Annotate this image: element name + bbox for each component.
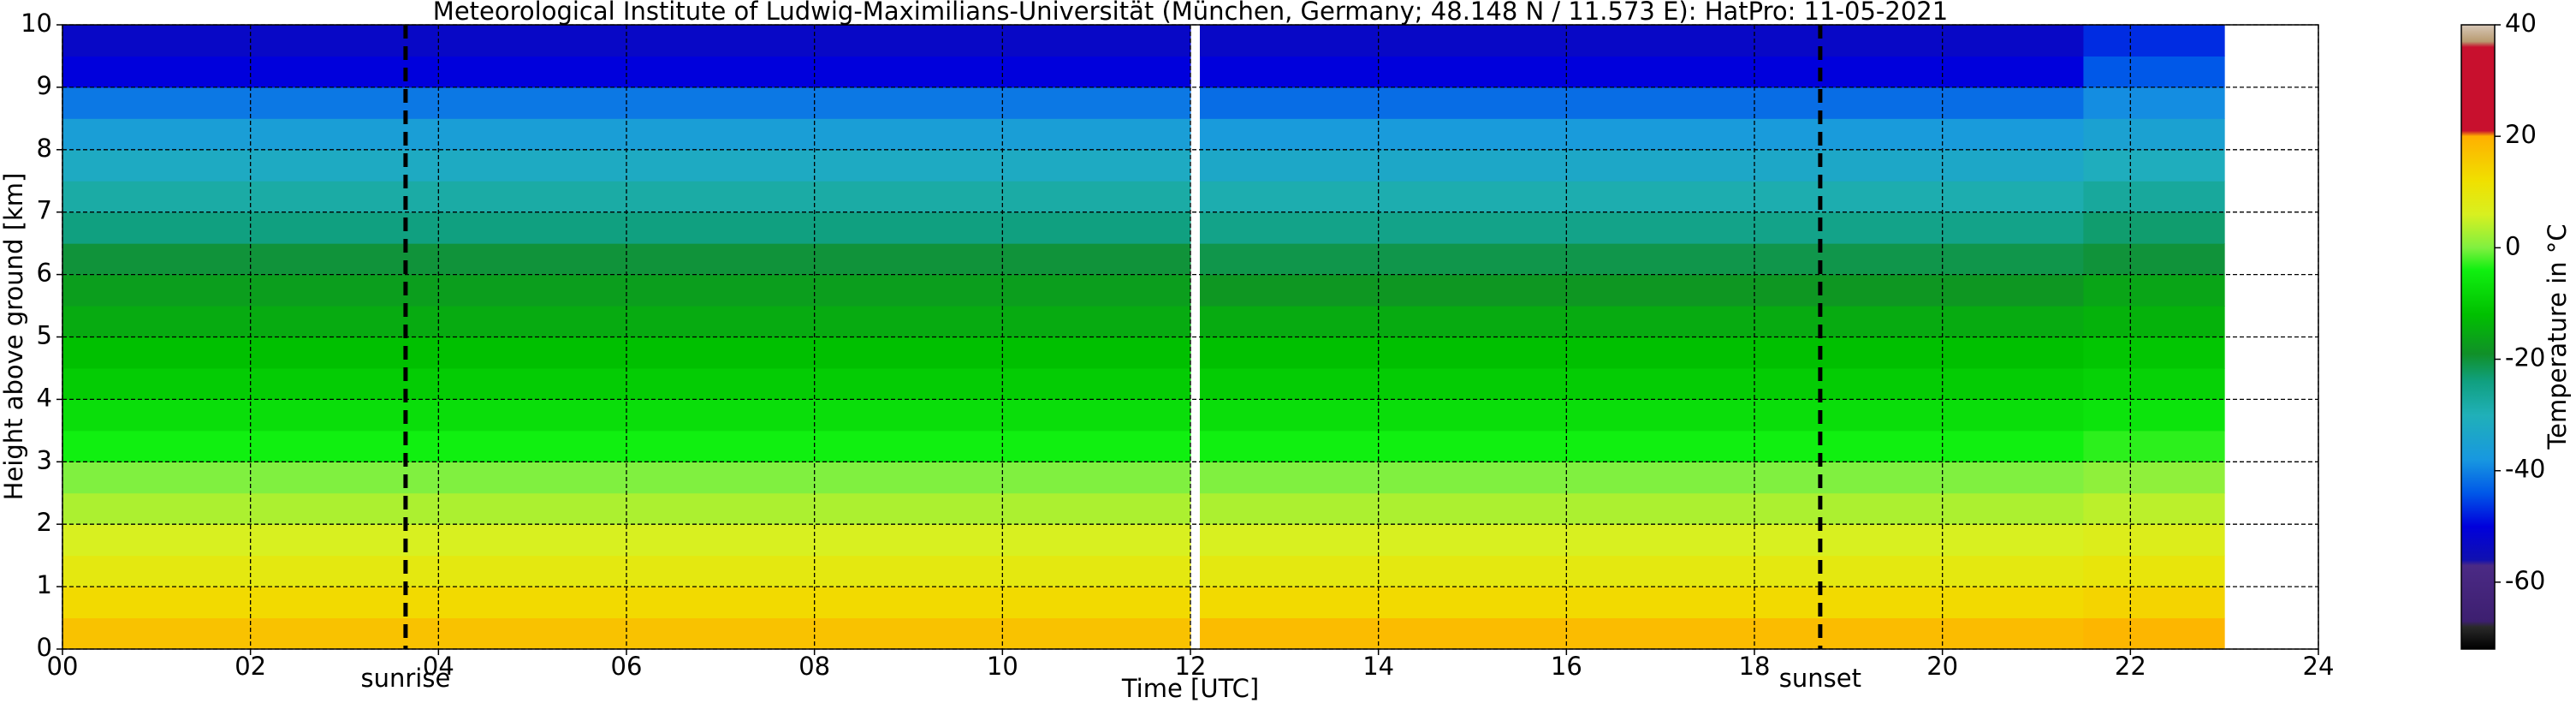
plot-frame [62, 24, 2319, 650]
chart-title: Meteorological Institute of Ludwig-Maxim… [433, 0, 1948, 26]
heatmap-cell [2083, 306, 2225, 337]
heatmap-cell [2083, 212, 2225, 244]
x-tick-label: 22 [2115, 652, 2146, 681]
heatmap-cell [1199, 555, 2084, 587]
heatmap-cell [2083, 181, 2225, 213]
y-tick-label: 5 [37, 321, 52, 350]
heatmap-cell [1199, 86, 2084, 119]
colorbar-tick-label: 0 [2505, 231, 2520, 260]
heatmap-cell [1199, 617, 2084, 650]
x-tick-label: 24 [2303, 652, 2335, 681]
heatmap-cell [2083, 555, 2225, 587]
heatmap-cell [1199, 430, 2084, 462]
x-tick-label: 06 [611, 652, 643, 681]
heatmap-cell [1199, 337, 2084, 369]
y-tick-label: 9 [37, 71, 52, 100]
y-tick-label: 8 [37, 134, 52, 163]
heatmap-cell [2083, 462, 2225, 494]
colorbar [2460, 24, 2496, 650]
colorbar-label: Temperature in °C [2543, 223, 2572, 450]
x-tick-label: 02 [234, 652, 266, 681]
heatmap-cell [1199, 492, 2084, 525]
heatmap-cell [1199, 524, 2084, 557]
colorbar-tick-label: -40 [2505, 455, 2545, 484]
heatmap-cell [1199, 243, 2084, 276]
colorbar-tick-label: 20 [2505, 120, 2537, 149]
y-tick-label: 10 [21, 9, 52, 38]
heatmap-cell [2083, 617, 2225, 650]
heatmap-cell [2083, 149, 2225, 182]
x-tick-label: 14 [1362, 652, 1394, 681]
heatmap-cell [2083, 118, 2225, 151]
heatmap-cell [2083, 56, 2225, 88]
x-tick-label: 08 [798, 652, 830, 681]
annotation-label: sunset [1779, 664, 1861, 693]
x-tick-label: 20 [1926, 652, 1958, 681]
heatmap-cell [2083, 524, 2225, 557]
x-tick-label: 04 [423, 652, 454, 681]
colorbar-tick-label: -20 [2505, 343, 2545, 372]
heatmap-cell [1199, 462, 2084, 494]
heatmap-cell [1199, 587, 2084, 619]
heatmap-cell [1199, 274, 2084, 307]
heatmap-cell [1199, 118, 2084, 151]
heatmap-cell [1199, 212, 2084, 244]
y-tick-label: 0 [37, 633, 52, 662]
heatmap-cell [2083, 492, 2225, 525]
heatmap-cell [1199, 367, 2084, 400]
colorbar-tick-label: 40 [2505, 9, 2537, 38]
x-tick-label: 10 [987, 652, 1018, 681]
heatmap-cell [1199, 181, 2084, 213]
heatmap-cell [1199, 56, 2084, 88]
heatmap-cell [2083, 25, 2225, 57]
heatmap-cell [2083, 243, 2225, 276]
x-tick-label: 18 [1739, 652, 1771, 681]
heatmap-cell [2083, 367, 2225, 400]
heatmap-cell [1199, 306, 2084, 337]
y-tick-label: 1 [37, 570, 52, 599]
y-tick-label: 3 [37, 445, 52, 474]
heatmap-cell [2083, 430, 2225, 462]
y-tick-label: 2 [37, 508, 52, 537]
y-tick-label: 7 [37, 196, 52, 225]
y-tick-label: 6 [37, 259, 52, 288]
y-tick-label: 4 [37, 383, 52, 412]
heatmap-cell [2083, 399, 2225, 432]
heatmap-cell [2083, 587, 2225, 619]
heatmap-cell [1199, 25, 2084, 57]
heatmap-cell [2083, 86, 2225, 119]
y-axis-label: Height above ground [km] [0, 173, 28, 501]
heatmap-cell [2083, 274, 2225, 307]
x-tick-label: 16 [1551, 652, 1582, 681]
heatmap-cell [2083, 337, 2225, 369]
annotation-label: sunrise [360, 664, 450, 693]
heatmap-cell [1199, 149, 2084, 182]
x-tick-label: 12 [1175, 652, 1207, 681]
heatmap-cell [1199, 399, 2084, 432]
colorbar-tick-label: -60 [2505, 566, 2545, 595]
x-axis-label: Time [UTC] [1121, 674, 1259, 703]
x-tick-label: 00 [47, 652, 79, 681]
